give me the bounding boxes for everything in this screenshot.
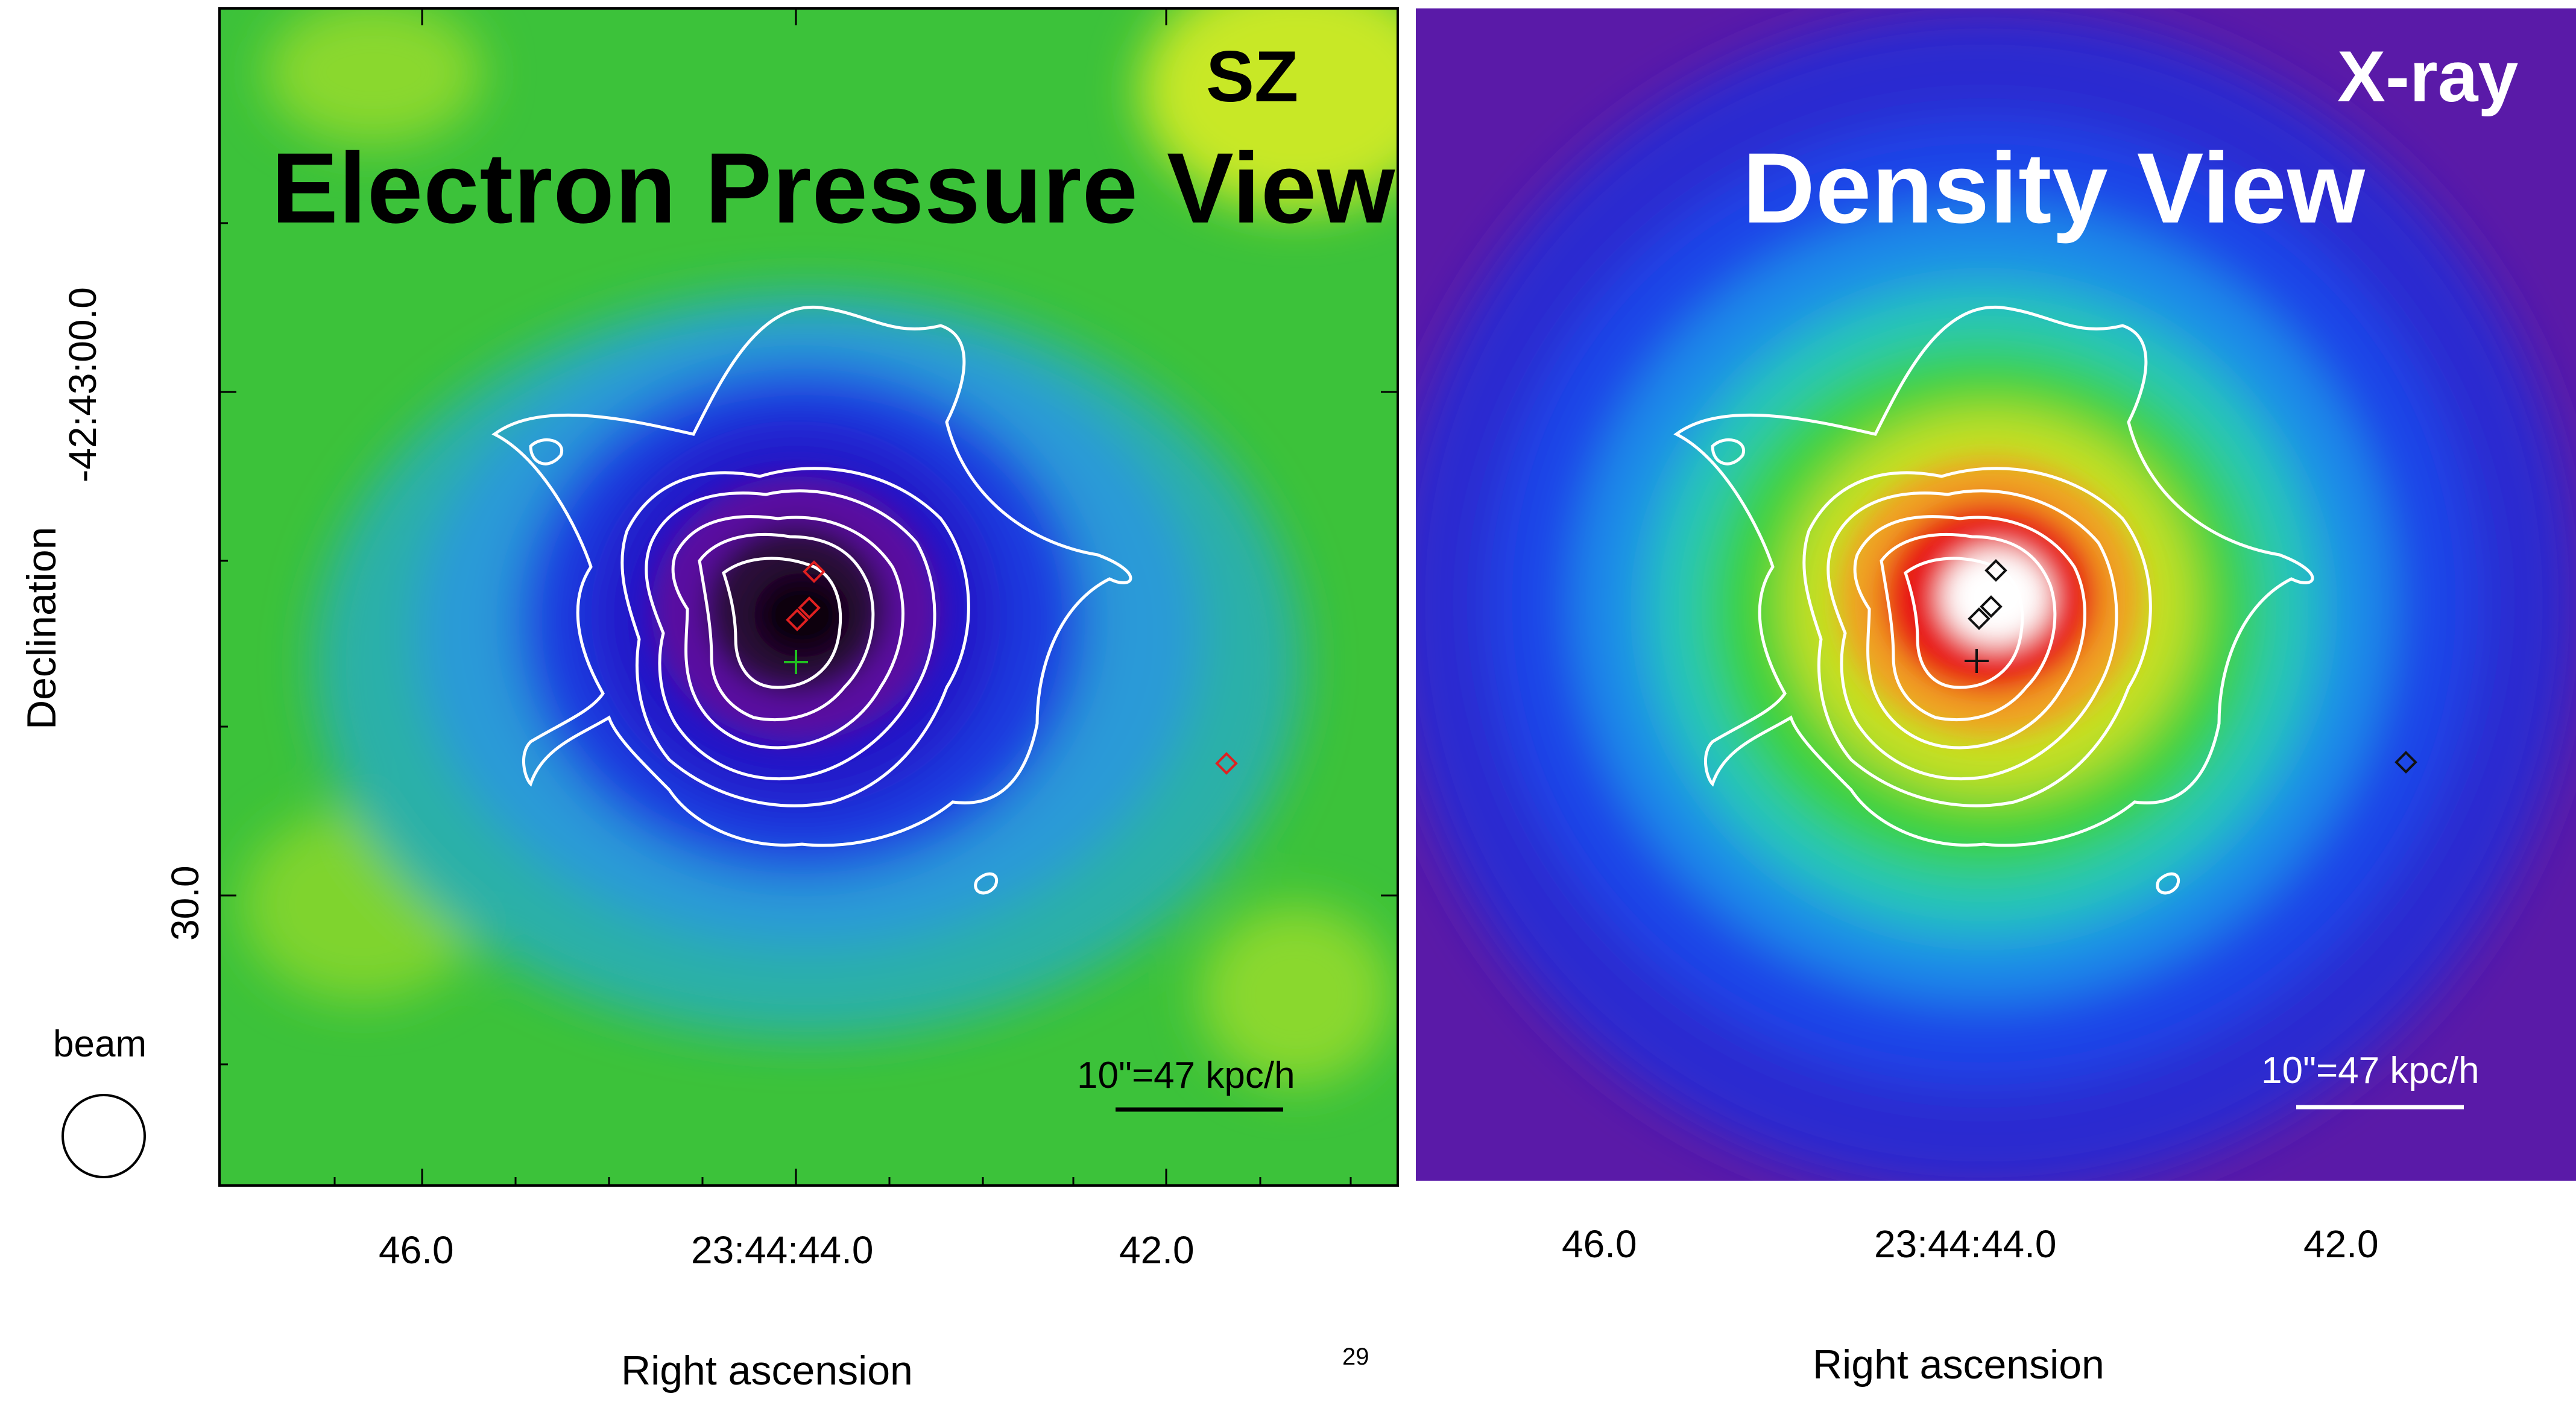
sz-y-tick-1: -42:43:00.0 xyxy=(61,287,104,482)
sz-map-image xyxy=(219,8,1398,1186)
sz-x-axis-label: Right ascension xyxy=(621,1348,913,1394)
xray-x-tick-1: 46.0 xyxy=(1562,1222,1637,1266)
sz-y-axis-label: Declination xyxy=(19,526,65,730)
xray-corner-label: X-ray xyxy=(2337,36,2519,117)
xray-title: Density View xyxy=(1743,133,2366,244)
xray-galaxy-markers xyxy=(1968,559,2417,774)
xray-x-axis-label: Right ascension xyxy=(1813,1342,2104,1388)
xray-scale-label: 10"=47 kpc/h xyxy=(2261,1050,2480,1091)
sz-x-tick-3: 42.0 xyxy=(1119,1228,1195,1272)
sz-center-cross xyxy=(784,650,808,674)
xray-map-image xyxy=(1416,8,2576,1181)
xray-center-cross xyxy=(1965,649,1989,673)
sz-contours xyxy=(491,305,1132,895)
xray-x-tick-3: 42.0 xyxy=(2303,1222,2379,1266)
page-number: 29 xyxy=(1342,1344,1369,1370)
sz-title: Electron Pressure View xyxy=(271,133,1396,244)
beam-label: beam xyxy=(53,1023,147,1065)
xray-contours xyxy=(1673,305,2314,895)
beam-circle xyxy=(62,1094,146,1178)
xray-x-tick-2: 23:44:44.0 xyxy=(1874,1222,2057,1266)
sz-scale-label: 10"=47 kpc/h xyxy=(1077,1055,1295,1096)
sz-corner-label: SZ xyxy=(1206,36,1299,117)
sz-y-tick-2: 30.0 xyxy=(163,865,207,941)
sz-x-tick-1: 46.0 xyxy=(379,1228,454,1272)
sz-x-tick-2: 23:44:44.0 xyxy=(691,1228,874,1272)
sz-galaxy-markers xyxy=(786,560,1238,775)
sz-ticks xyxy=(219,8,1398,1186)
sz-frame xyxy=(218,7,1399,1187)
